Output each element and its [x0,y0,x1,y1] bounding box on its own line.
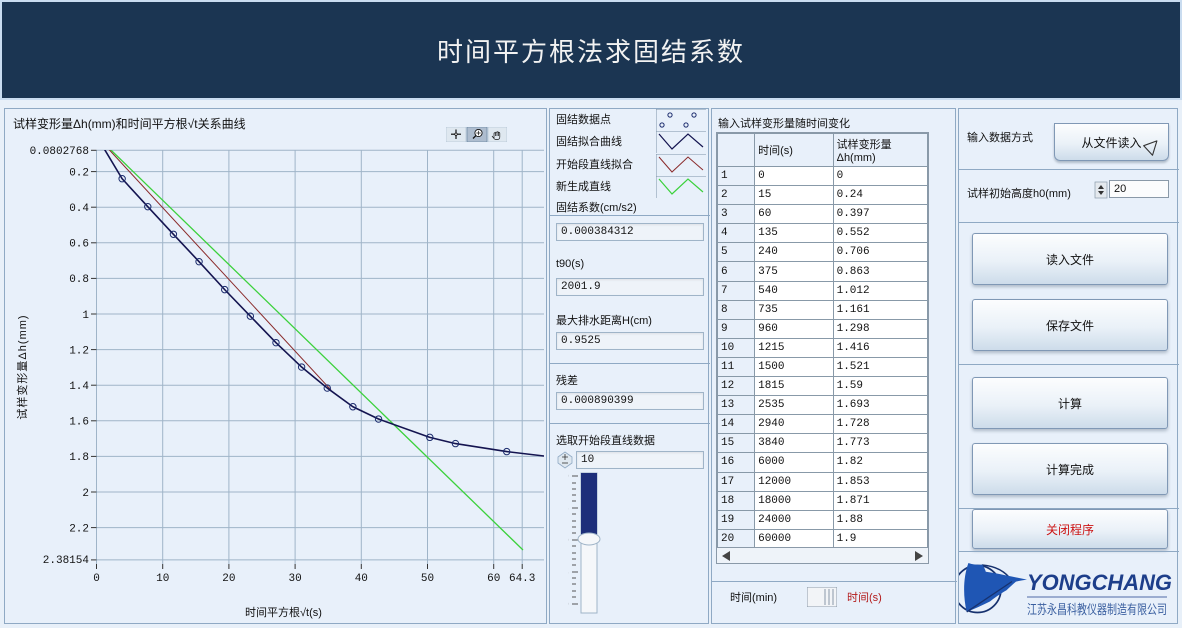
svg-text:1.4: 1.4 [69,381,89,393]
svg-text:2: 2 [82,488,89,500]
svg-text:50: 50 [421,573,434,585]
svg-text:1.6: 1.6 [69,417,89,429]
svg-text:64.3: 64.3 [509,573,535,585]
svg-text:0: 0 [93,573,100,585]
svg-text:0.2: 0.2 [69,168,89,180]
svg-text:1.8: 1.8 [69,452,89,464]
svg-text:0.4: 0.4 [69,203,89,215]
svg-text:1: 1 [82,310,89,322]
svg-text:2.38154: 2.38154 [43,555,90,567]
svg-text:江苏永昌科教仪器制造有限公司: 江苏永昌科教仪器制造有限公司 [1027,602,1167,617]
svg-text:0.6: 0.6 [69,239,89,251]
svg-text:0.8: 0.8 [69,274,89,286]
svg-text:YONGCHANG: YONGCHANG [1027,570,1172,595]
svg-text:2.2: 2.2 [69,524,89,536]
svg-text:1.2: 1.2 [69,346,89,358]
svg-text:40: 40 [355,573,368,585]
svg-text:0.0802768: 0.0802768 [30,146,89,158]
svg-text:30: 30 [288,573,301,585]
svg-text:60: 60 [487,573,500,585]
svg-text:10: 10 [156,573,169,585]
svg-text:20: 20 [222,573,235,585]
